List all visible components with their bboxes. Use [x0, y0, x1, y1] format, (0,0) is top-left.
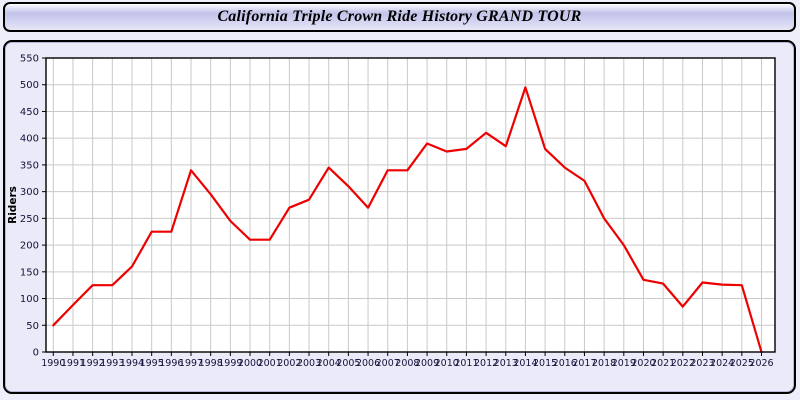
x-tick-label: 2020 [631, 358, 655, 369]
x-tick-label: 2001 [258, 358, 282, 369]
title-bar: California Triple Crown Ride History GRA… [3, 2, 796, 32]
y-tick-label: 300 [20, 187, 39, 198]
x-tick-label: 2026 [749, 358, 773, 369]
x-tick-label: 2016 [553, 358, 577, 369]
x-tick-label: 2017 [572, 358, 596, 369]
x-tick-label: 1993 [100, 358, 124, 369]
y-tick-label: 100 [20, 294, 39, 305]
x-tick-label: 2024 [710, 358, 734, 369]
x-tick-label: 2003 [297, 358, 321, 369]
y-tick-label: 250 [20, 214, 39, 225]
x-tick-label: 1991 [61, 358, 85, 369]
chart-panel: 0 50 100 150 200 250 300 350 400 450 500 550 1990 199… [3, 40, 796, 394]
y-tick-label: 500 [20, 80, 39, 91]
x-tick-label: 2019 [612, 358, 636, 369]
y-tick-label: 350 [20, 160, 39, 171]
x-tick-label: 1995 [140, 358, 164, 369]
y-tick-label: 400 [20, 134, 39, 145]
x-tick-label: 1996 [159, 358, 183, 369]
x-tick-label: 2021 [651, 358, 675, 369]
x-tick-label: 2000 [238, 358, 262, 369]
page-title: California Triple Crown Ride History GRA… [217, 8, 582, 25]
y-tick-label: 450 [20, 107, 39, 118]
y-axis-title: Riders [7, 186, 19, 224]
plot-border [45, 57, 776, 353]
riders-series-line [52, 86, 763, 354]
x-tick-label: 1992 [81, 358, 105, 369]
plot-background [46, 58, 775, 352]
x-tick-label: 2007 [376, 358, 400, 369]
x-tick-label: 1997 [179, 358, 203, 369]
x-tick-label: 2022 [671, 358, 695, 369]
y-tick-label: 200 [20, 241, 39, 252]
x-tick-label: 1999 [218, 358, 242, 369]
x-tick-label: 2015 [533, 358, 557, 369]
x-tick-label: 2025 [730, 358, 754, 369]
plot-area: 0501001502002503003504004505005501990199… [7, 54, 776, 369]
x-tick-label: 2005 [336, 358, 360, 369]
y-tick-label: 50 [26, 321, 39, 332]
x-tick-label: 2008 [395, 358, 419, 369]
y-tick-label: 550 [20, 54, 39, 65]
y-tick-label: 0 [33, 348, 39, 359]
x-tick-label: 2013 [494, 358, 518, 369]
x-tick-label: 2014 [513, 358, 537, 369]
x-tick-label: 2023 [690, 358, 714, 369]
x-tick-label: 2009 [415, 358, 439, 369]
x-tick-label: 1990 [41, 358, 65, 369]
x-tick-label: 2004 [317, 358, 341, 369]
x-tick-label: 1994 [120, 358, 144, 369]
x-tick-label: 2002 [277, 358, 301, 369]
x-tick-label: 1998 [199, 358, 223, 369]
x-tick-label: 2012 [474, 358, 498, 369]
x-tick-label: 2018 [592, 358, 616, 369]
x-tick-label: 2011 [454, 358, 478, 369]
y-tick-label: 150 [20, 267, 39, 278]
x-tick-label: 2010 [435, 358, 459, 369]
x-tick-label: 2006 [356, 358, 380, 369]
